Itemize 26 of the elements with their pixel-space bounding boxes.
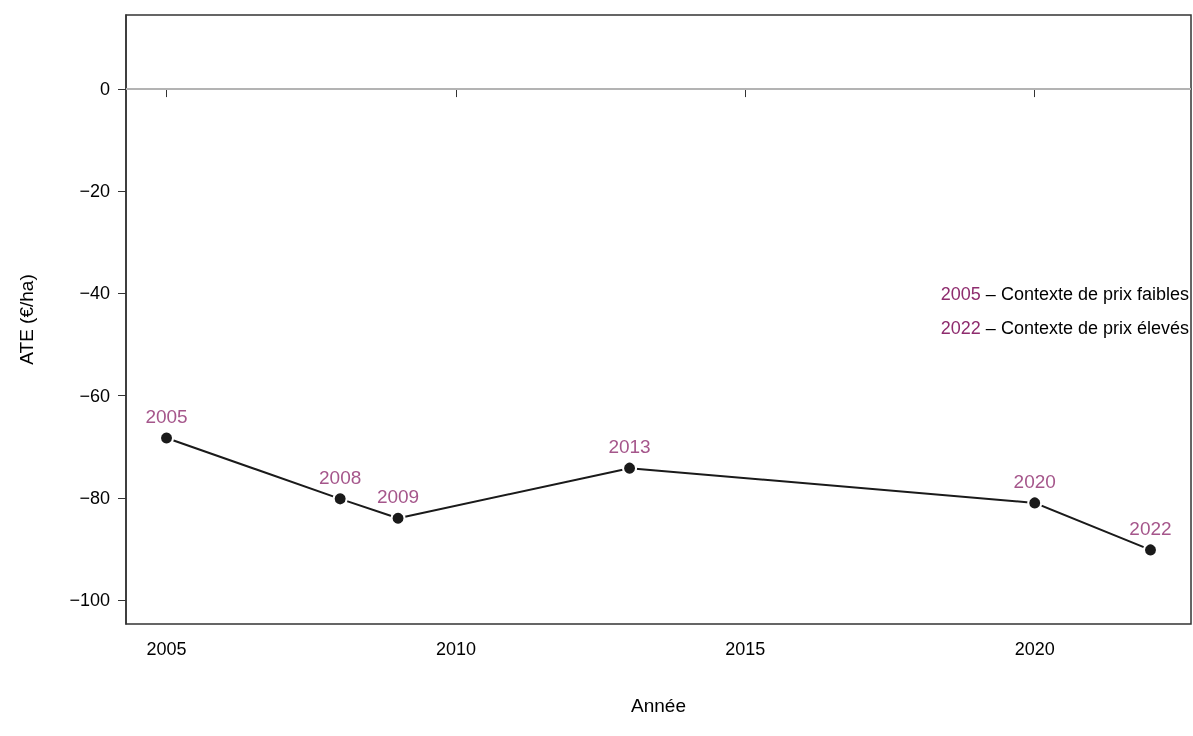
y-tick-label: −100 <box>69 589 110 610</box>
y-tick-label: −20 <box>79 181 110 202</box>
point <box>1143 542 1158 558</box>
annotation: 2022 – Contexte de prix élevés <box>940 318 1190 338</box>
x-tick-label: 2010 <box>435 639 476 659</box>
point <box>332 491 348 507</box>
point <box>1027 495 1043 511</box>
y-axis-title: ATE (€/ha) <box>16 274 37 365</box>
point <box>390 510 406 526</box>
y-tick-label: −80 <box>79 487 110 508</box>
point <box>159 430 175 446</box>
x-tick-label: 2005 <box>146 639 187 659</box>
x-axis-title: Année <box>631 695 686 716</box>
annotation: 2005 <box>145 406 188 428</box>
point <box>622 460 638 476</box>
annotation: 2008 <box>319 466 362 488</box>
annotation: 2005 – Contexte de prix faibles <box>940 284 1190 304</box>
annotation: 2009 <box>376 486 420 508</box>
annotation: 2013 <box>608 436 651 458</box>
annotation: 2020 <box>1013 470 1056 492</box>
x-tick-label: 2015 <box>725 639 766 659</box>
y-tick-label: 0 <box>99 79 110 100</box>
x-tick-label: 2020 <box>1014 639 1055 659</box>
y-tick-label: −40 <box>79 283 110 304</box>
y-tick-label: −60 <box>79 385 110 406</box>
annotation: 2022 <box>1129 517 1172 539</box>
